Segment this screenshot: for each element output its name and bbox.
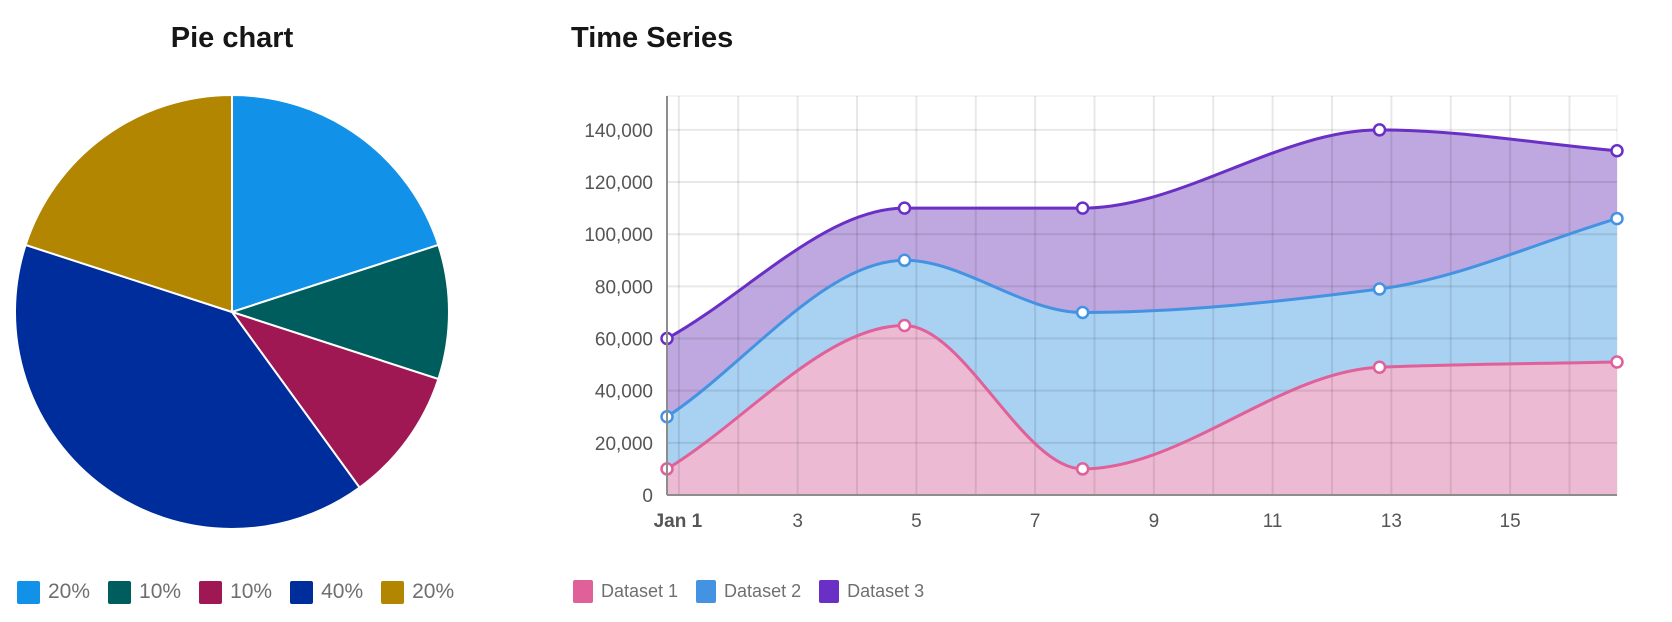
legend-swatch [573,580,593,603]
y-tick-label: 60,000 [595,330,653,351]
pie-slice[interactable] [14,243,361,530]
legend-swatch [819,580,840,603]
legend-swatch [199,580,223,604]
legend-swatch [696,580,717,603]
x-tick-label: 5 [911,511,922,532]
data-point[interactable] [1610,211,1624,226]
pie-legend-item[interactable]: 40% [290,580,363,604]
pie-legend-item[interactable]: 10% [108,580,181,604]
y-tick-label: 0 [642,486,653,507]
pie-chart-title: Pie chart [170,22,294,54]
legend-label: Dataset 2 [724,581,802,601]
data-point[interactable] [1372,123,1387,137]
y-tick-label: 20,000 [595,434,653,455]
data-point[interactable] [1372,282,1387,296]
x-tick-label: 13 [1381,511,1402,532]
y-tick-label: 100,000 [584,225,653,246]
line-dataset-3 [666,128,1618,340]
time-series-legend: Dataset 1 Dataset 2 Dataset 3 [573,580,942,603]
legend-swatch [381,580,405,604]
ts-legend-item[interactable]: Dataset 2 [696,580,801,603]
legend-swatch [17,580,40,604]
data-point[interactable] [897,201,912,215]
x-tick-label: 9 [1149,511,1160,532]
y-tick-label: 80,000 [595,277,653,298]
pie-slice[interactable] [228,243,450,381]
legend-label: Dataset 1 [601,581,679,601]
legend-label: 20% [48,580,91,603]
pie-chart [14,93,450,530]
time-series-title: Time Series [571,22,734,54]
pie-legend-item[interactable]: 20% [381,580,454,604]
ts-legend-item[interactable]: Dataset 3 [819,580,924,603]
legend-swatch [290,580,314,604]
time-series-chart: 0 20,000 40,000 60,000 80,000 100,000 120,000 1… [584,95,1624,532]
data-point[interactable] [1610,355,1624,369]
data-point[interactable] [897,253,912,268]
pie-legend: 20% 10% 10% 40% 20% [17,580,472,604]
data-point[interactable] [1075,462,1090,476]
x-tick-label: 15 [1500,511,1521,532]
x-tick-label: 11 [1263,511,1283,532]
y-tick-label: 120,000 [584,173,653,194]
x-tick-label: Jan 1 [654,511,703,532]
legend-label: 20% [412,580,455,603]
y-tick-label: 140,000 [584,121,653,142]
pie-slice[interactable] [231,93,440,314]
data-point[interactable] [1610,144,1624,158]
legend-label: 10% [230,580,273,603]
legend-label: Dataset 3 [847,581,925,601]
y-tick-label: 40,000 [595,382,653,403]
ts-legend-item[interactable]: Dataset 1 [573,580,678,603]
data-point[interactable] [1372,360,1387,374]
x-tick-label: 3 [792,511,803,532]
legend-label: 10% [139,580,182,603]
legend-swatch [108,580,132,604]
legend-label: 40% [321,580,364,603]
data-point[interactable] [1075,305,1090,320]
pie-slice[interactable] [229,310,440,489]
data-point[interactable] [897,318,912,333]
pie-legend-item[interactable]: 20% [17,580,90,604]
pie-legend-item[interactable]: 10% [199,580,272,604]
data-point[interactable] [1075,201,1090,215]
x-tick-label: 7 [1030,511,1041,532]
pie-slice[interactable] [24,93,233,314]
